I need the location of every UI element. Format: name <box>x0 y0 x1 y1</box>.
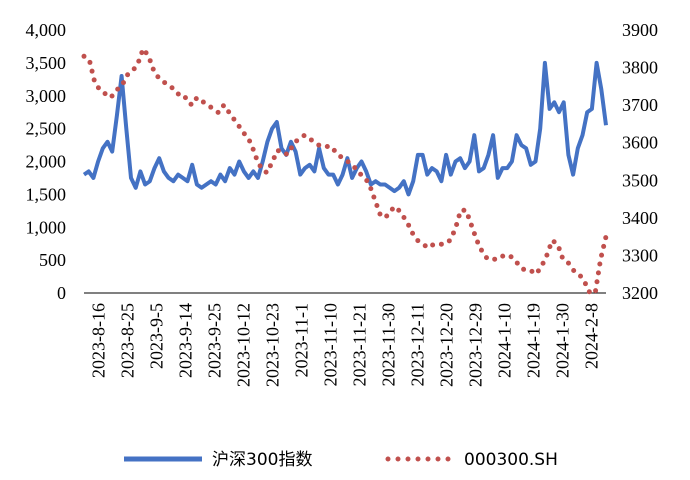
x-tick-label: 2023-9-14 <box>176 303 196 378</box>
x-tick-label: 2024-2-8 <box>582 303 602 369</box>
right-tick-label: 3400 <box>622 208 658 228</box>
x-tick-label: 2023-12-29 <box>466 303 486 387</box>
x-tick-label: 2023-9-5 <box>147 303 167 369</box>
left-tick-label: 500 <box>39 250 66 270</box>
left-tick-label: 2,500 <box>26 119 67 139</box>
right-tick-label: 3600 <box>622 133 658 153</box>
right-tick-label: 3200 <box>622 283 658 303</box>
right-y-axis: 3200 3300 3400 3500 3600 3700 3800 3900 <box>622 20 658 303</box>
right-tick-label: 3900 <box>622 20 658 40</box>
x-tick-label: 2024-1-19 <box>524 303 544 378</box>
x-tick-label: 2023-12-11 <box>408 303 428 386</box>
right-tick-label: 3500 <box>622 170 658 190</box>
left-y-axis: 0 500 1,000 1,500 2,000 2,500 3,000 3,500 4,000 <box>26 20 67 303</box>
left-tick-label: 3,000 <box>26 86 67 106</box>
legend: 沪深300指数 000300.SH <box>124 450 558 470</box>
left-tick-label: 0 <box>57 283 66 303</box>
right-tick-label: 3800 <box>622 58 658 78</box>
x-axis: 2023-8-16 2023-8-25 2023-9-5 2023-9-14 2023-… <box>84 292 606 387</box>
series-line-hs300 <box>82 60 608 197</box>
left-tick-label: 3,500 <box>26 53 67 73</box>
left-tick-label: 1,000 <box>26 217 67 237</box>
legend-label-hs300: 沪深300指数 <box>212 450 312 470</box>
left-tick-label: 1,500 <box>26 184 67 204</box>
x-tick-label: 2023-10-12 <box>234 303 254 387</box>
x-tick-label: 2023-10-23 <box>263 303 283 387</box>
x-tick-label: 2023-11-21 <box>350 303 370 386</box>
x-tick-label: 2024-1-10 <box>495 303 515 378</box>
series-line-000300sh <box>81 46 609 296</box>
x-tick-label: 2023-8-16 <box>89 303 109 378</box>
right-tick-label: 3700 <box>622 95 658 115</box>
x-tick-label: 2023-11-10 <box>321 303 341 386</box>
x-tick-label: 2023-8-25 <box>118 303 138 378</box>
x-tick-label: 2023-12-20 <box>437 303 457 387</box>
left-tick-label: 4,000 <box>26 20 67 40</box>
x-tick-label: 2024-1-30 <box>553 303 573 378</box>
right-tick-label: 3300 <box>622 245 658 265</box>
x-tick-label: 2023-11-1 <box>292 303 312 377</box>
legend-label-000300sh: 000300.SH <box>464 450 558 470</box>
x-tick-label: 2023-9-25 <box>205 303 225 378</box>
left-tick-label: 2,000 <box>26 152 67 172</box>
series-layer <box>81 46 609 296</box>
x-tick-label: 2023-11-30 <box>379 303 399 386</box>
